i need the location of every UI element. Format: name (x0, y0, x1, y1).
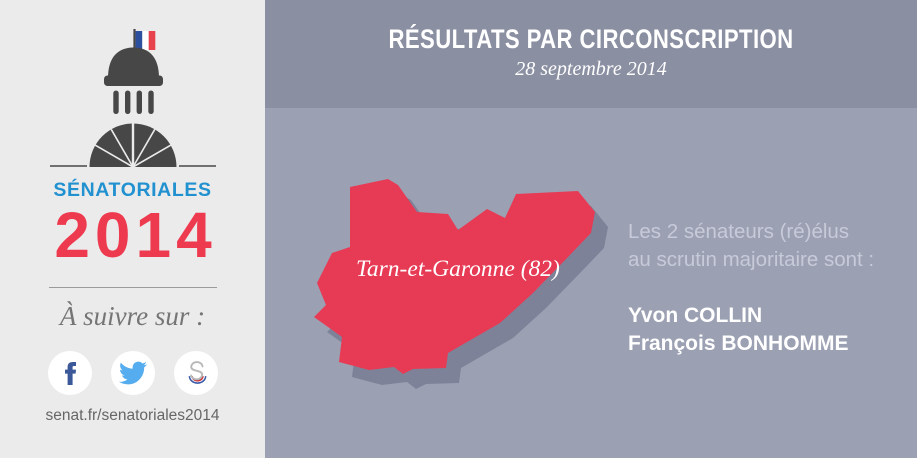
dome-icon (104, 47, 163, 114)
header-banner: RÉSULTATS PAR CIRCONSCRIPTION 28 septemb… (265, 0, 917, 108)
map-department-shape[interactable] (314, 179, 595, 374)
senator-names: Yvon COLLIN François BONHOMME (628, 302, 874, 358)
senator-name: Yvon COLLIN (628, 304, 763, 327)
brand-year: 2014 (54, 199, 217, 271)
map-tarn-et-garonne[interactable]: Tarn-et-Garonne (82) (300, 170, 630, 415)
sidebar-divider (49, 287, 217, 288)
twitter-icon (118, 361, 147, 385)
header-date: 28 septembre 2014 (515, 58, 667, 80)
result-intro-line1: Les 2 sénateurs (ré)élus (628, 220, 850, 243)
result-intro-line2: au scrutin majoritaire sont : (628, 248, 875, 271)
senat-s-icon (188, 361, 206, 384)
french-flag-icon (133, 29, 156, 62)
facebook-button[interactable] (47, 351, 92, 395)
result-text-block: Les 2 sénateurs (ré)élus au scrutin majo… (628, 218, 874, 358)
brand-senatoriales: SÉNATORIALES (53, 179, 212, 201)
follow-label: À suivre sur : (59, 301, 206, 331)
facebook-icon (64, 362, 76, 385)
senat-dome-logo (50, 29, 216, 168)
sidebar: SÉNATORIALES 2014 À suivre sur : (0, 0, 265, 458)
map-label: Tarn-et-Garonne (82) (356, 256, 560, 282)
senator-name: François BONHOMME (628, 332, 849, 355)
site-url: senat.fr/senatoriales2014 (45, 407, 220, 424)
hemicycle-icon (50, 123, 216, 168)
results-panel: Tarn-et-Garonne (82) Les 2 sénateurs (ré… (265, 108, 917, 458)
twitter-button[interactable] (110, 351, 155, 395)
senat-site-button[interactable] (173, 351, 218, 395)
page-title: RÉSULTATS PAR CIRCONSCRIPTION (388, 24, 794, 54)
social-icons-row (0, 351, 265, 395)
